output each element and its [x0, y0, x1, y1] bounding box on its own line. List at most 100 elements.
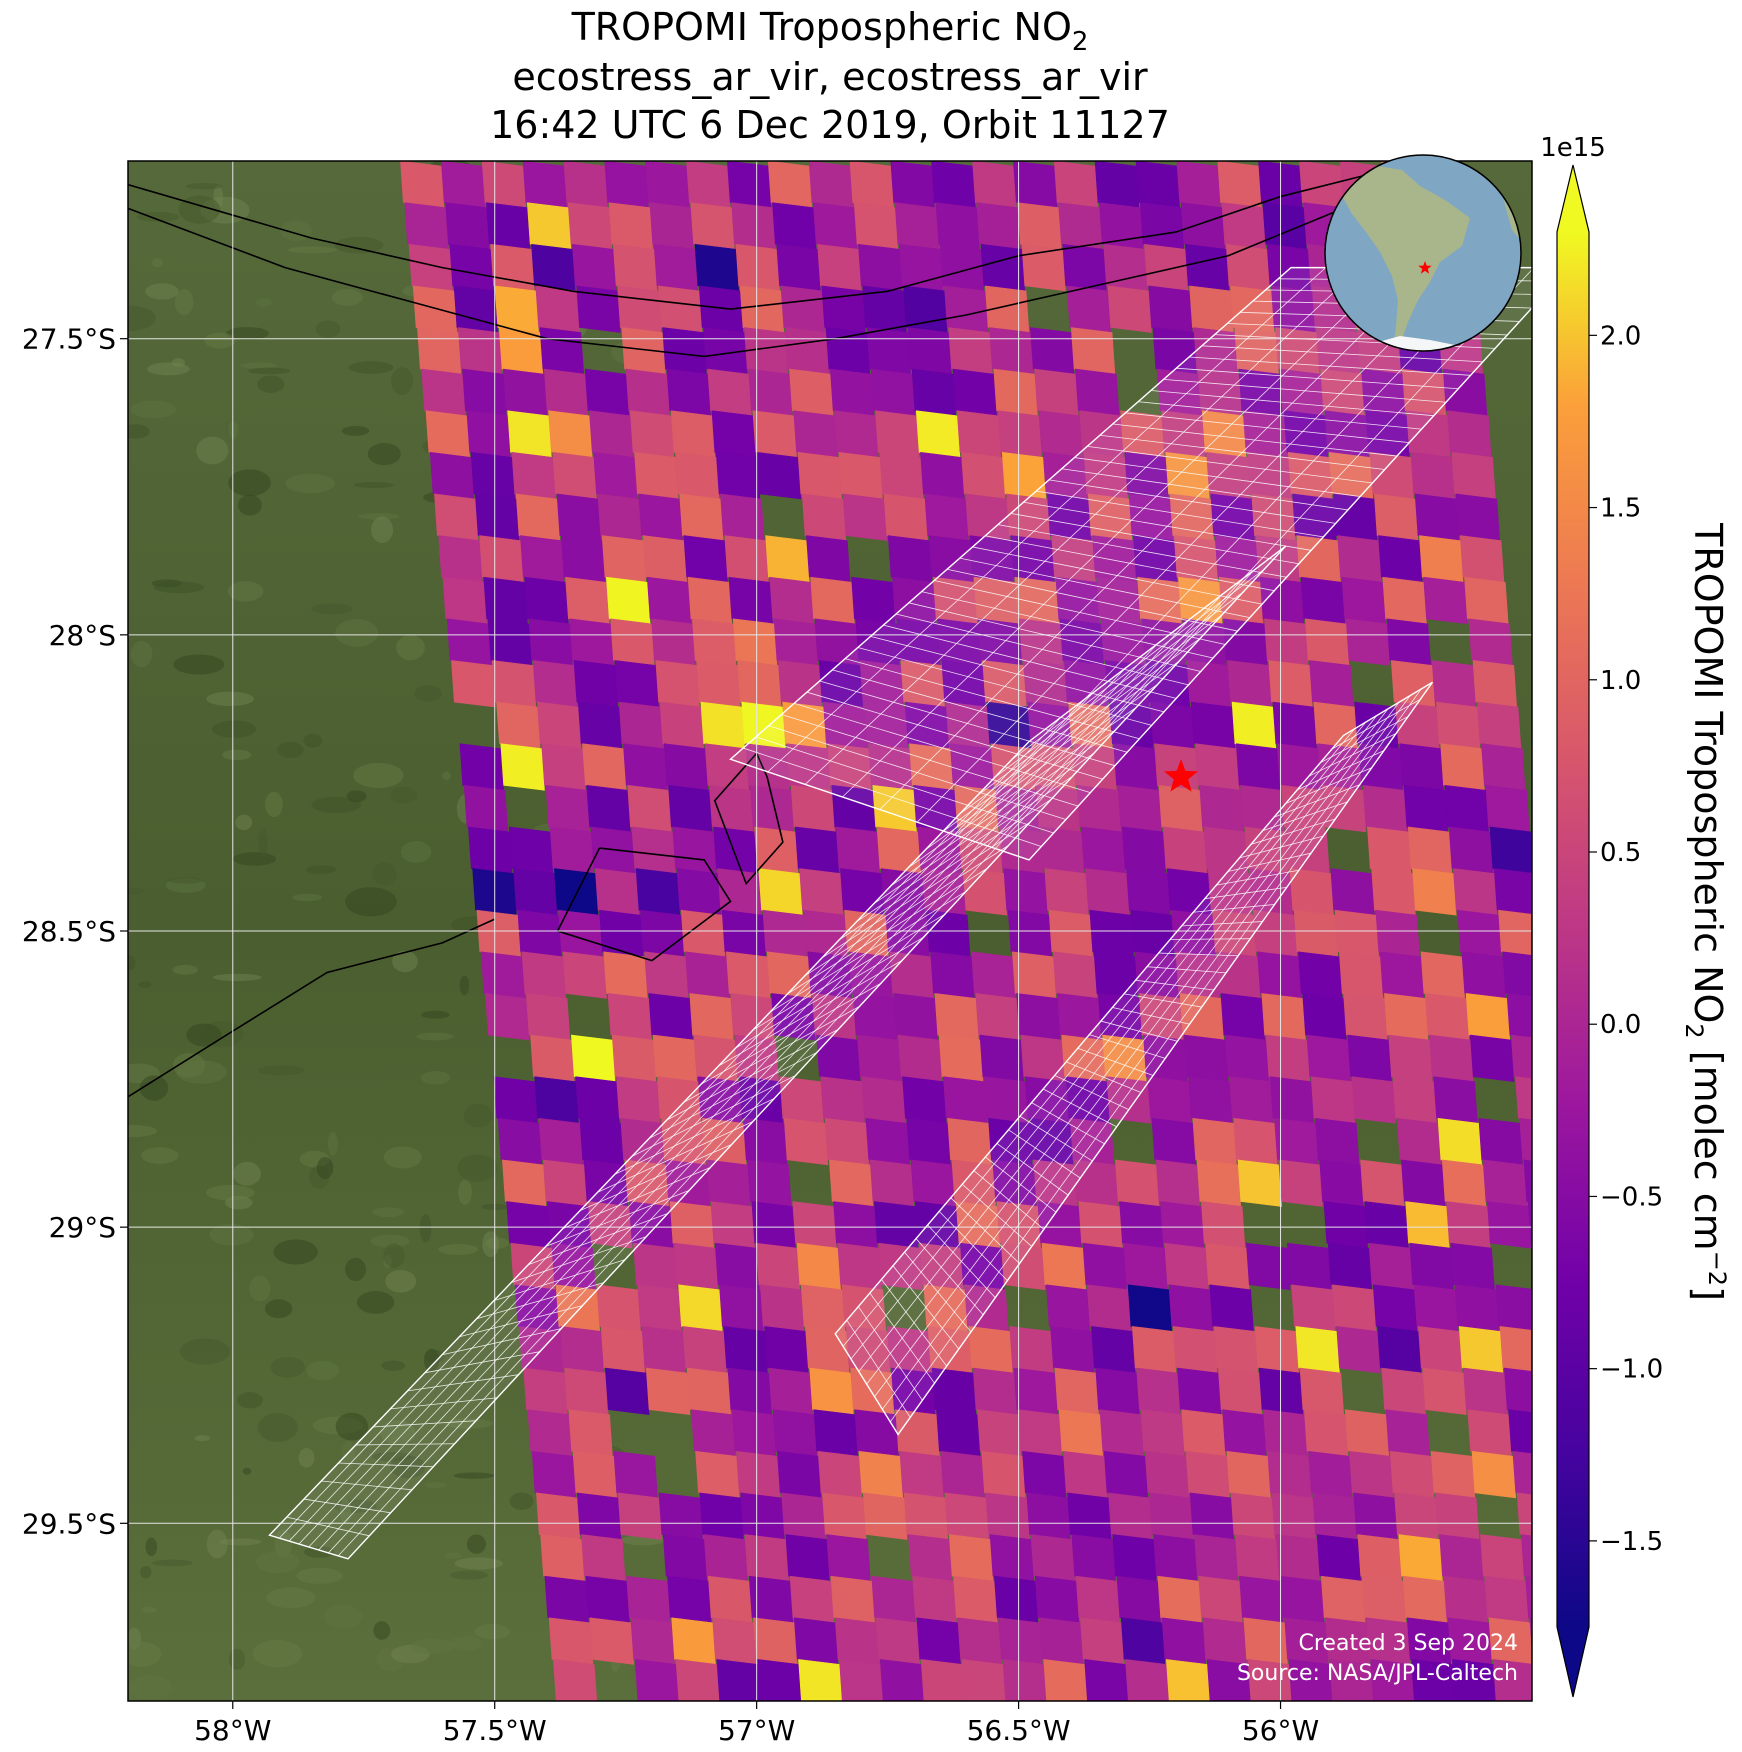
land-patch — [459, 975, 470, 996]
footprint-mesh-line — [476, 1282, 604, 1320]
no2-pixel — [956, 410, 1002, 458]
no2-pixel — [652, 1034, 698, 1083]
no2-pixel — [1478, 1117, 1523, 1166]
no2-pixel — [1286, 1242, 1332, 1291]
x-tick-label: 57.5°W — [443, 1714, 547, 1747]
no2-pixel — [1392, 1076, 1437, 1124]
no2-pixel — [627, 784, 672, 833]
no2-pixel — [1493, 868, 1532, 915]
no2-pixel — [453, 285, 499, 333]
land-patch — [194, 1435, 210, 1442]
no2-pixel — [1075, 1575, 1121, 1624]
no2-pixel — [553, 1659, 598, 1701]
no2-pixel — [1327, 1242, 1373, 1291]
land-patch — [128, 955, 136, 971]
no2-pixel — [466, 410, 511, 458]
no2-pixel — [1399, 743, 1444, 791]
no2-pixel — [669, 1201, 715, 1249]
no2-pixel — [687, 576, 733, 625]
no2-pixel — [703, 1534, 749, 1582]
no2-pixel — [812, 202, 858, 250]
footprint-mesh-line — [286, 1516, 370, 1537]
land-patch — [385, 1269, 417, 1293]
no2-pixel — [662, 1534, 708, 1582]
no2-pixel — [1481, 743, 1526, 791]
no2-pixel — [613, 1450, 658, 1499]
no2-pixel — [1099, 1409, 1144, 1457]
land-patch — [424, 1482, 447, 1489]
no2-pixel — [1512, 1450, 1532, 1496]
land-patch — [130, 640, 153, 668]
no2-pixel — [776, 243, 821, 292]
no2-pixel — [1071, 1534, 1116, 1582]
no2-pixel — [1495, 1284, 1532, 1331]
no2-pixel — [1362, 784, 1408, 833]
no2-pixel — [604, 161, 649, 208]
no2-pixel — [1038, 410, 1083, 458]
no2-pixel — [1510, 1034, 1532, 1080]
footprint-mesh-line — [962, 1183, 1032, 1247]
no2-pixel — [1062, 243, 1107, 292]
no2-pixel — [849, 161, 894, 208]
footprint-mesh-line — [580, 1144, 732, 1211]
no2-pixel — [1116, 1575, 1161, 1624]
no2-pixel — [715, 452, 761, 500]
no2-pixel — [1177, 1367, 1222, 1415]
no2-pixel — [1373, 493, 1419, 541]
no2-pixel — [1360, 1159, 1405, 1207]
land-patch — [346, 790, 367, 803]
land-patch — [128, 1641, 162, 1667]
no2-pixel — [821, 285, 866, 333]
no2-pixel — [916, 1617, 961, 1665]
no2-pixel — [1465, 993, 1511, 1041]
land-patch — [206, 1529, 228, 1559]
no2-pixel — [1463, 1367, 1508, 1415]
x-tick-label: 56.5°W — [967, 1714, 1071, 1747]
no2-pixel — [539, 327, 585, 375]
land-patch — [438, 1244, 479, 1255]
no2-pixel — [531, 1450, 577, 1499]
no2-pixel — [792, 1201, 837, 1249]
no2-pixel — [1013, 161, 1058, 208]
no2-pixel — [534, 1076, 579, 1124]
footprint-mesh-line — [959, 557, 1250, 619]
no2-pixel — [1439, 1534, 1484, 1582]
no2-pixel — [1052, 951, 1098, 999]
no2-pixel — [985, 1492, 1030, 1540]
colorbar-tick-label: −1.0 — [1600, 1355, 1663, 1385]
no2-pixel — [1280, 1575, 1325, 1624]
no2-pixel — [1007, 909, 1053, 958]
no2-pixel — [486, 202, 531, 250]
no2-pixel — [696, 660, 741, 708]
no2-pixel — [1344, 1409, 1390, 1457]
no2-pixel — [672, 826, 717, 874]
land-patch — [266, 1587, 316, 1609]
no2-pixel — [753, 1617, 798, 1665]
land-patch — [311, 603, 353, 615]
no2-pixel — [757, 1659, 802, 1701]
no2-pixel — [540, 1534, 585, 1582]
no2-pixel — [1482, 1159, 1528, 1207]
footprint-mesh-line — [996, 1143, 1069, 1196]
land-patch — [292, 893, 323, 902]
no2-pixel — [1459, 535, 1505, 583]
no2-pixel — [713, 826, 758, 874]
no2-pixel — [707, 1575, 753, 1624]
no2-pixel — [1114, 1159, 1160, 1207]
no2-pixel — [1067, 1492, 1112, 1540]
no2-pixel — [806, 535, 851, 583]
no2-pixel — [1386, 618, 1432, 666]
footprint-mesh-line — [1087, 445, 1373, 484]
footprint-mesh-line — [562, 1167, 711, 1229]
no2-pixel — [523, 1367, 568, 1415]
no2-pixel — [1120, 1617, 1166, 1665]
footprint-mesh-line — [1216, 869, 1299, 886]
land-patch — [444, 1552, 462, 1560]
footprint-mesh-line — [1201, 345, 1483, 363]
no2-pixel — [1312, 1492, 1357, 1540]
footprint-mesh-line — [1193, 904, 1275, 913]
no2-pixel — [1017, 1409, 1063, 1457]
title-line-2: ecostress_ar_vir, ecostress_ar_vir — [512, 55, 1148, 99]
land-patch — [242, 1467, 252, 1475]
no2-pixel — [1139, 202, 1185, 250]
